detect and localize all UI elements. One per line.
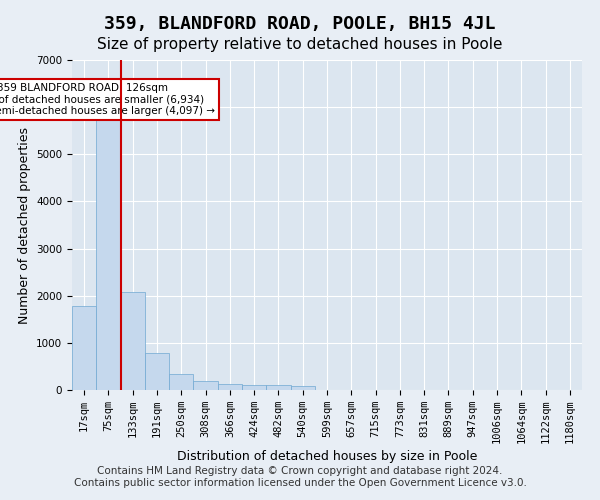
Text: 359, BLANDFORD ROAD, POOLE, BH15 4JL: 359, BLANDFORD ROAD, POOLE, BH15 4JL [104,15,496,33]
Bar [96,118,121,390]
Bar [218,384,242,390]
Text: Contains HM Land Registry data © Crown copyright and database right 2024.
Contai: Contains HM Land Registry data © Crown c… [74,466,526,487]
Bar [193,381,218,390]
Bar [290,386,315,390]
Text: Size of property relative to detached houses in Poole: Size of property relative to detached ho… [97,38,503,52]
Bar [72,306,96,390]
Y-axis label: Number of detached properties: Number of detached properties [17,126,31,324]
Bar [145,353,169,390]
Text: 359 BLANDFORD ROAD: 126sqm
← 62% of detached houses are smaller (6,934)
37% of s: 359 BLANDFORD ROAD: 126sqm ← 62% of deta… [0,83,215,116]
X-axis label: Distribution of detached houses by size in Poole: Distribution of detached houses by size … [177,450,477,464]
Bar [242,385,266,390]
Bar [266,385,290,390]
Bar [169,374,193,390]
Bar [121,292,145,390]
